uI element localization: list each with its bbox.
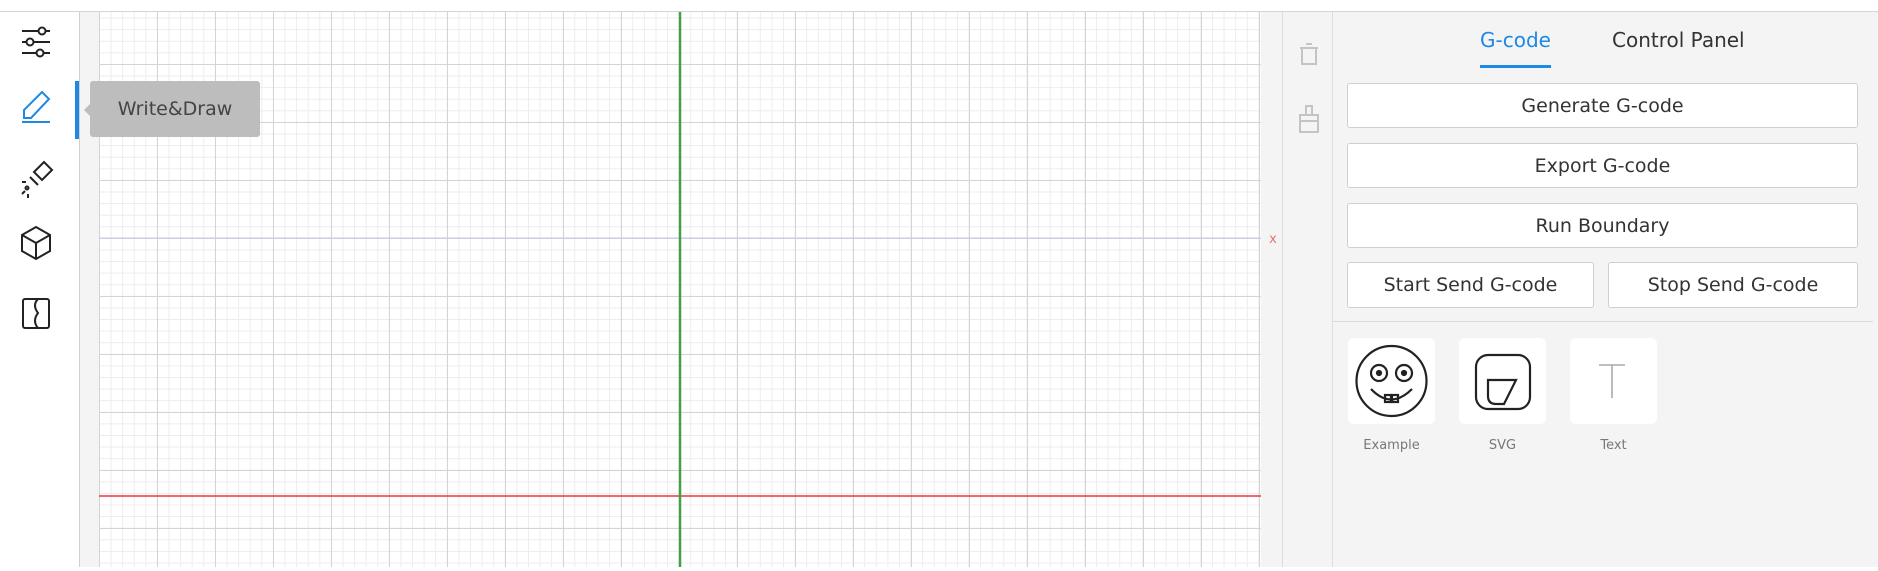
button[interactable]: Stop Send G-code (1608, 262, 1858, 308)
settings-icon[interactable] (22, 26, 50, 58)
book-icon[interactable] (22, 298, 50, 329)
example-icon (1355, 344, 1428, 418)
laser-icon[interactable] (21, 160, 54, 198)
clear-icon[interactable] (1299, 105, 1319, 133)
button[interactable]: Run Boundary (1347, 203, 1858, 248)
sidebar (0, 12, 80, 567)
card-label: Example (1363, 438, 1420, 453)
draw-icon[interactable] (22, 90, 51, 123)
3d-icon[interactable] (21, 225, 51, 261)
top-bar (0, 0, 1878, 12)
axes: x (99, 12, 1277, 567)
toolbar-icons (1299, 43, 1319, 133)
delete-icon[interactable] (1300, 43, 1318, 65)
tab[interactable]: G-code (1480, 28, 1551, 52)
tab[interactable]: Control Panel (1612, 28, 1745, 52)
tab-underline (1480, 65, 1551, 68)
card[interactable] (1570, 338, 1657, 424)
button[interactable]: Generate G-code (1347, 83, 1858, 128)
button[interactable]: Start Send G-code (1347, 262, 1594, 308)
tooltip-arrow (84, 103, 91, 117)
tooltip: Write&Draw (90, 81, 260, 137)
card[interactable] (1348, 338, 1435, 424)
svg-icon (1474, 353, 1532, 411)
card-icons (1355, 344, 1625, 418)
separator (1333, 321, 1873, 322)
card-label: SVG (1488, 438, 1517, 453)
active-indicator (75, 81, 79, 139)
text-icon (1599, 364, 1625, 398)
toolbar (1282, 12, 1333, 567)
sidebar-icons (21, 26, 79, 329)
button[interactable]: Export G-code (1347, 143, 1858, 188)
axis-label: x (1269, 232, 1277, 247)
card-label: Text (1600, 438, 1627, 453)
